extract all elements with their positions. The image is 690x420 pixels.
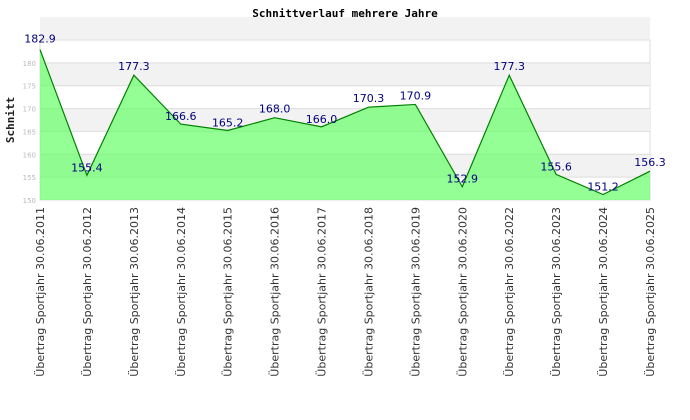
- x-tick-label: Übertrag Sportjahr 30.06.2012: [81, 207, 94, 377]
- grid-band: [40, 17, 650, 40]
- x-tick-label: Übertrag Sportjahr 30.06.2011: [34, 207, 47, 377]
- data-label: 168.0: [259, 103, 291, 116]
- x-tick-label: Übertrag Sportjahr 30.06.2017: [316, 207, 329, 377]
- x-tick-label: Übertrag Sportjahr 30.06.2024: [597, 207, 610, 377]
- y-tick-label: 150: [23, 197, 36, 205]
- x-tick-label: Übertrag Sportjahr 30.06.2013: [128, 207, 141, 377]
- x-tick-label: Übertrag Sportjahr 30.06.2018: [362, 207, 375, 377]
- x-tick-label: Übertrag Sportjahr 30.06.2022: [503, 207, 516, 377]
- data-label: 177.3: [118, 60, 150, 73]
- data-label: 170.3: [353, 92, 385, 105]
- data-label: 155.4: [71, 161, 103, 174]
- x-tick-label: Übertrag Sportjahr 30.06.2019: [409, 207, 422, 377]
- data-label: 155.6: [540, 160, 572, 173]
- y-tick-label: 175: [23, 83, 36, 91]
- series-line: [39, 49, 651, 196]
- area-fill: [40, 49, 650, 200]
- data-label: 165.2: [212, 117, 244, 130]
- data-label: 151.2: [587, 181, 619, 194]
- data-label: 170.9: [400, 89, 432, 102]
- x-tick-label: Übertrag Sportjahr 30.06.2015: [222, 207, 235, 377]
- y-tick-label: 180: [23, 60, 36, 68]
- data-label: 177.3: [493, 60, 525, 73]
- x-tick-label: Übertrag Sportjahr 30.06.2016: [269, 207, 282, 377]
- y-tick-label: 160: [23, 151, 36, 159]
- x-tick-label: Übertrag Sportjahr 30.06.2023: [550, 207, 563, 377]
- x-tick-label: Übertrag Sportjahr 30.06.2025: [644, 207, 657, 377]
- grid-band: [40, 62, 650, 86]
- data-label: 156.3: [634, 156, 666, 169]
- chart-title: Schnittverlauf mehrere Jahre: [252, 7, 438, 20]
- y-tick-label: 165: [23, 128, 36, 136]
- y-tick-label: 155: [23, 174, 36, 182]
- y-axis-label: Schnitt: [4, 97, 17, 143]
- x-tick-label: Übertrag Sportjahr 30.06.2014: [175, 207, 188, 377]
- y-tick-label: 170: [23, 106, 36, 114]
- data-label: 166.6: [165, 110, 197, 123]
- data-label: 152.9: [447, 173, 479, 186]
- data-label: 182.9: [24, 33, 56, 46]
- x-tick-label: Übertrag Sportjahr 30.06.2020: [456, 207, 469, 377]
- data-label: 166.0: [306, 113, 338, 126]
